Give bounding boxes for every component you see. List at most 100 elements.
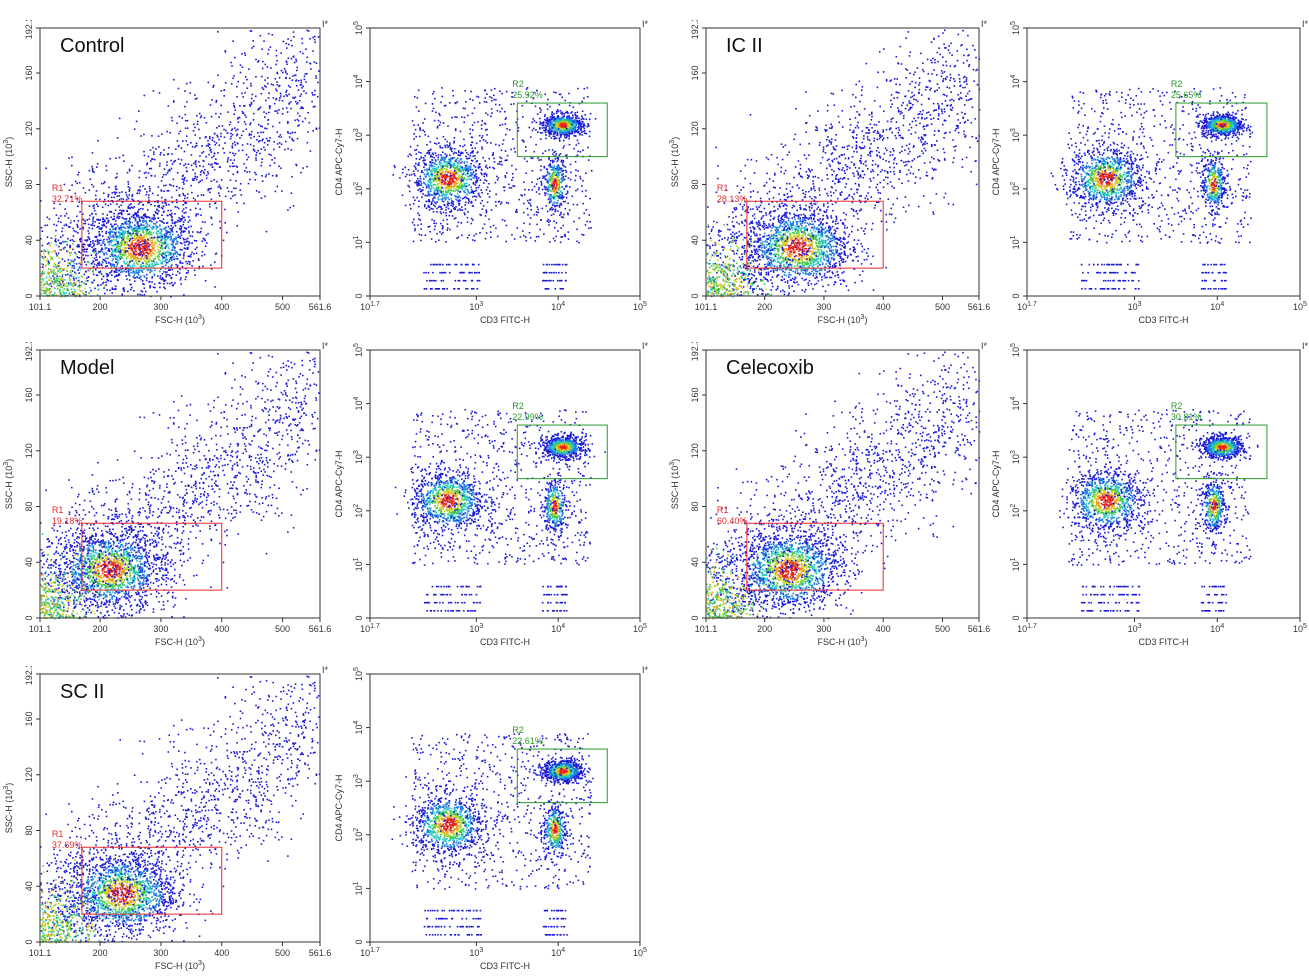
event-dot — [48, 279, 50, 281]
event-dot — [185, 202, 188, 204]
event-dot — [167, 254, 170, 256]
event-dot — [455, 152, 457, 154]
event-dot — [582, 121, 584, 123]
event-dot — [151, 221, 153, 223]
event-dot — [261, 75, 263, 78]
event-dot — [561, 194, 564, 197]
event-dot — [166, 161, 168, 163]
event-dot — [261, 67, 264, 70]
event-dot — [472, 150, 474, 152]
event-dot — [154, 210, 157, 213]
event-dot — [133, 245, 135, 248]
event-dot — [231, 133, 234, 136]
event-dot — [284, 148, 286, 151]
event-dot — [180, 159, 183, 161]
event-dot — [558, 122, 561, 124]
event-dot — [75, 272, 77, 275]
event-dot — [559, 122, 562, 125]
event-dot — [566, 121, 568, 123]
event-dot — [66, 289, 68, 291]
event-dot — [474, 195, 476, 197]
event-dot — [574, 131, 576, 134]
event-dot — [114, 193, 116, 196]
event-dot — [512, 176, 514, 179]
event-dot — [125, 194, 128, 196]
event-dot — [202, 171, 205, 173]
event-dot — [161, 196, 163, 199]
event-dot — [50, 237, 53, 239]
event-dot — [226, 187, 229, 189]
event-dot — [558, 214, 561, 217]
event-dot — [53, 283, 55, 285]
event-dot — [138, 254, 140, 257]
event-dot — [450, 165, 453, 168]
event-dot — [89, 243, 92, 246]
event-dot — [198, 259, 200, 261]
event-dot — [55, 252, 57, 255]
event-dot — [44, 265, 47, 268]
event-dot — [105, 230, 108, 233]
event-dot — [104, 265, 107, 268]
event-dot — [574, 121, 576, 123]
event-dot — [236, 225, 238, 227]
event-dot — [188, 242, 191, 244]
event-dot — [196, 123, 199, 125]
event-dot — [466, 179, 468, 181]
event-dot — [463, 169, 466, 171]
event-dot — [140, 275, 142, 277]
event-dot — [187, 163, 190, 165]
event-dot — [178, 235, 181, 238]
event-dot — [139, 207, 142, 210]
event-dot — [88, 237, 90, 239]
event-dot — [485, 164, 488, 167]
event-dot — [218, 192, 220, 194]
event-dot — [150, 237, 153, 239]
event-dot — [81, 290, 84, 292]
event-dot — [144, 265, 147, 267]
event-dot — [424, 159, 426, 161]
event-dot — [152, 90, 155, 92]
event-dot — [171, 240, 174, 243]
event-dot — [422, 178, 425, 181]
event-dot — [171, 212, 173, 215]
event-dot — [169, 239, 172, 241]
event-dot — [246, 143, 249, 145]
event-dot — [476, 160, 479, 162]
event-dot — [153, 247, 156, 249]
event-dot — [259, 125, 262, 127]
event-dot — [152, 260, 155, 262]
event-dot — [132, 232, 135, 235]
chart-panel: I*101.7 103 104 1050101102103104105R225.92%… — [334, 20, 649, 325]
event-dot — [131, 195, 133, 198]
event-dot — [453, 156, 455, 159]
event-dot — [48, 276, 51, 278]
event-dot — [42, 257, 44, 259]
event-dot — [97, 205, 99, 208]
event-dot — [165, 236, 167, 238]
event-dot — [152, 231, 155, 234]
event-dot — [127, 255, 129, 258]
event-dot — [582, 118, 585, 120]
event-dot — [239, 105, 241, 107]
event-dot — [55, 241, 57, 243]
event-dot — [88, 218, 91, 220]
event-dot — [447, 171, 449, 174]
event-dot — [133, 128, 136, 130]
event-dot — [174, 221, 177, 223]
event-dot — [447, 196, 449, 199]
event-dot — [305, 48, 307, 50]
event-dot — [280, 167, 282, 169]
event-dot — [550, 127, 552, 130]
event-dot — [183, 294, 185, 296]
event-dot — [285, 77, 287, 80]
event-dot — [582, 130, 585, 133]
event-dot — [442, 190, 444, 192]
event-dot — [187, 193, 189, 195]
event-dot — [179, 260, 181, 263]
event-dot — [158, 251, 160, 254]
event-dot — [189, 92, 191, 94]
event-dot — [200, 227, 203, 230]
event-dot — [172, 284, 175, 286]
event-dot — [447, 202, 449, 205]
event-dot — [555, 178, 557, 181]
